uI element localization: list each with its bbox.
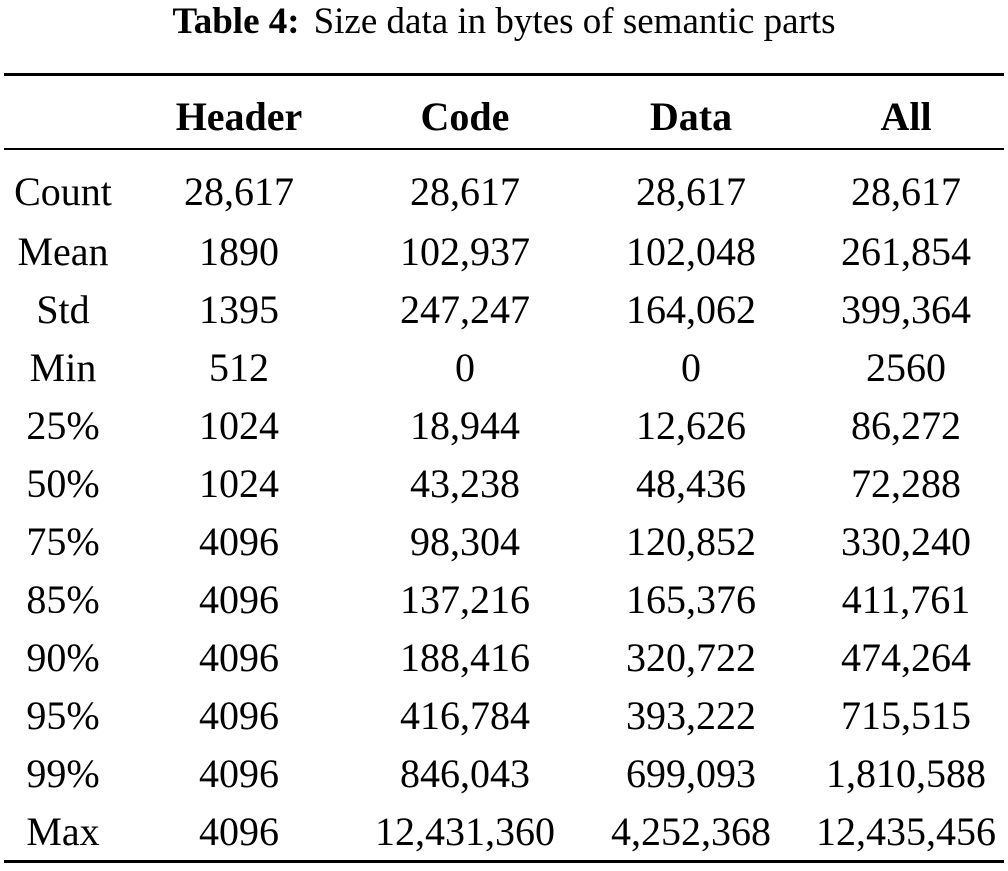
table-cell: 102,937 bbox=[400, 228, 530, 274]
table-row: 95% 4096 416,784 393,222 715,515 bbox=[0, 686, 1008, 744]
row-label: Std bbox=[36, 286, 90, 332]
column-header-code: Code bbox=[420, 94, 510, 139]
row-label: Max bbox=[26, 808, 100, 854]
table-cell: 4096 bbox=[199, 692, 279, 738]
table-cell: 699,093 bbox=[626, 750, 756, 796]
table-cell: 28,617 bbox=[184, 169, 294, 214]
table-cell: 1024 bbox=[199, 402, 279, 448]
table-cell: 1890 bbox=[199, 228, 279, 274]
table-cell: 28,617 bbox=[410, 169, 520, 214]
table-cell: 247,247 bbox=[400, 286, 530, 332]
table-cell: 102,048 bbox=[626, 228, 756, 274]
table-row: 99% 4096 846,043 699,093 1,810,588 bbox=[0, 744, 1008, 802]
table-cell: 4096 bbox=[199, 750, 279, 796]
table-row: 90% 4096 188,416 320,722 474,264 bbox=[0, 628, 1008, 686]
table-row: Min 512 0 0 2560 bbox=[0, 338, 1008, 396]
table-cell: 846,043 bbox=[400, 750, 530, 796]
table-cell: 48,436 bbox=[636, 460, 746, 506]
corner-cell bbox=[0, 76, 126, 149]
row-label: Mean bbox=[17, 228, 109, 274]
table-cell: 261,854 bbox=[841, 228, 971, 274]
row-label: 99% bbox=[26, 750, 100, 796]
table-cell: 320,722 bbox=[626, 634, 756, 680]
table-caption-label: Table 4: bbox=[172, 1, 300, 42]
table-row: 25% 1024 18,944 12,626 86,272 bbox=[0, 396, 1008, 454]
table-cell: 28,617 bbox=[636, 169, 746, 214]
row-label: Min bbox=[29, 344, 97, 390]
table-cell: 474,264 bbox=[841, 634, 971, 680]
table-cell: 1,810,588 bbox=[826, 750, 986, 796]
row-label: 95% bbox=[26, 692, 100, 738]
table-cell: 137,216 bbox=[400, 576, 530, 622]
table-cell: 4096 bbox=[199, 518, 279, 564]
table-cell: 12,435,456 bbox=[816, 808, 996, 854]
table-cell: 1024 bbox=[199, 460, 279, 506]
table-cell: 188,416 bbox=[400, 634, 530, 680]
table-cell: 4096 bbox=[199, 576, 279, 622]
column-header-header: Header bbox=[175, 94, 303, 139]
table-cell: 12,626 bbox=[636, 402, 746, 448]
header-rule bbox=[4, 148, 1004, 150]
table-row: Count 28,617 28,617 28,617 28,617 bbox=[0, 149, 1008, 222]
table-cell: 120,852 bbox=[626, 518, 756, 564]
table-cell: 28,617 bbox=[851, 169, 961, 214]
table-cell: 411,761 bbox=[841, 576, 971, 622]
table-cell: 1395 bbox=[199, 286, 279, 332]
table-caption-text: Size data in bytes of semantic parts bbox=[313, 1, 836, 42]
header-row: Header Code Data All bbox=[0, 76, 1008, 149]
row-label: 25% bbox=[26, 402, 100, 448]
table-cell: 165,376 bbox=[626, 576, 756, 622]
table-cell: 12,431,360 bbox=[375, 808, 555, 854]
table-row: 85% 4096 137,216 165,376 411,761 bbox=[0, 570, 1008, 628]
bottom-rule bbox=[4, 860, 1004, 863]
table-cell: 416,784 bbox=[400, 692, 530, 738]
table-cell: 399,364 bbox=[841, 286, 971, 332]
table-cell: 0 bbox=[455, 344, 475, 390]
table-cell: 98,304 bbox=[410, 518, 520, 564]
table-cell: 330,240 bbox=[841, 518, 971, 564]
table-cell: 4,252,368 bbox=[611, 808, 771, 854]
table-caption: Table 4: Size data in bytes of semantic p… bbox=[0, 0, 1008, 44]
table-cell: 72,288 bbox=[851, 460, 961, 506]
row-label: 75% bbox=[26, 518, 100, 564]
table-cell: 164,062 bbox=[626, 286, 756, 332]
table-cell: 512 bbox=[209, 344, 269, 390]
column-header-data: Data bbox=[649, 94, 733, 139]
table-cell: 4096 bbox=[199, 634, 279, 680]
size-stats-table: Header Code Data All Count 28,617 28,617… bbox=[0, 76, 1008, 860]
table-row: 75% 4096 98,304 120,852 330,240 bbox=[0, 512, 1008, 570]
table-cell: 715,515 bbox=[841, 692, 971, 738]
table-cell: 4096 bbox=[199, 808, 279, 854]
row-label: Count bbox=[14, 169, 112, 214]
row-label: 90% bbox=[26, 634, 100, 680]
table-cell: 43,238 bbox=[410, 460, 520, 506]
table-row: Mean 1890 102,937 102,048 261,854 bbox=[0, 222, 1008, 280]
table-cell: 393,222 bbox=[626, 692, 756, 738]
table-row: Max 4096 12,431,360 4,252,368 12,435,456 bbox=[0, 802, 1008, 860]
row-label: 85% bbox=[26, 576, 100, 622]
top-rule bbox=[4, 73, 1004, 76]
column-header-all: All bbox=[880, 94, 932, 139]
table-cell: 86,272 bbox=[851, 402, 961, 448]
table-cell: 0 bbox=[681, 344, 701, 390]
table-row: 50% 1024 43,238 48,436 72,288 bbox=[0, 454, 1008, 512]
table-row: Std 1395 247,247 164,062 399,364 bbox=[0, 280, 1008, 338]
row-label: 50% bbox=[26, 460, 100, 506]
table-cell: 18,944 bbox=[410, 402, 520, 448]
table-cell: 2560 bbox=[866, 344, 946, 390]
